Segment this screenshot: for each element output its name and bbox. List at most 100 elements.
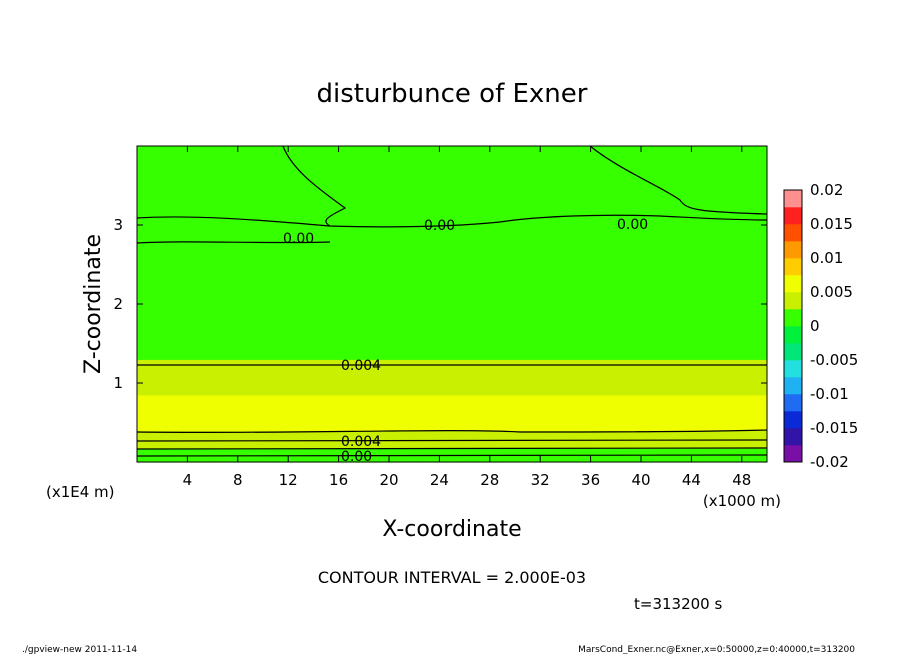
field-band (137, 396, 767, 400)
field-band (137, 223, 767, 226)
field-band (137, 225, 767, 228)
field-band (137, 250, 767, 254)
field-band (137, 408, 767, 412)
field-band (137, 240, 767, 244)
x-tick-label: 4 (183, 471, 193, 489)
field-band (137, 458, 767, 461)
field-band (137, 191, 767, 194)
colorbar-tick-label: -0.005 (810, 351, 858, 369)
field-band (137, 163, 767, 167)
field-band (137, 398, 767, 402)
field-band (137, 298, 767, 301)
contour-label: 0.004 (341, 434, 381, 450)
field-band (137, 173, 767, 177)
x-axis: 4 8 12 16 20 24 28 32 36 40 44 48 (183, 146, 751, 489)
colorbar-tick-label: 0.02 (810, 181, 843, 199)
field-band (137, 392, 767, 396)
field-band (137, 286, 767, 289)
field-band (137, 410, 767, 414)
field-band (137, 444, 767, 447)
field-band (137, 248, 767, 252)
field-band (137, 388, 767, 392)
field-band (137, 386, 767, 390)
colorbar-segment (784, 207, 802, 225)
x-tick-label: 16 (329, 471, 348, 489)
field-band (137, 323, 767, 327)
field-band (137, 381, 767, 384)
colorbar-tick-label: -0.02 (810, 453, 849, 471)
field-band (137, 207, 767, 210)
field-band (137, 266, 767, 270)
field-band (137, 377, 767, 380)
field-band (137, 345, 767, 349)
field-band (137, 335, 767, 339)
x-tick-label: 20 (379, 471, 398, 489)
field-band (137, 311, 767, 315)
field-band (137, 177, 767, 181)
field-band (137, 242, 767, 246)
field-band (137, 452, 767, 455)
field-band (137, 402, 767, 406)
field-band (137, 347, 767, 351)
field-band (137, 260, 767, 264)
field-band (137, 325, 767, 329)
field-band (137, 359, 767, 362)
field-band (137, 313, 767, 317)
colorbar-segment (784, 309, 802, 327)
field-band (137, 406, 767, 410)
field-band (137, 296, 767, 299)
field-band (137, 155, 767, 159)
field-band (137, 436, 767, 439)
field-band (137, 238, 767, 242)
field-band (137, 309, 767, 313)
colorbar-segment (784, 326, 802, 344)
field-band (137, 185, 767, 189)
field-band (137, 252, 767, 256)
field-band (137, 193, 767, 196)
field-band (137, 189, 767, 193)
field-band (137, 331, 767, 335)
y-tick-label: 1 (113, 374, 123, 392)
field-band (137, 400, 767, 404)
y-axis: 1 2 3 (113, 216, 767, 392)
field-band (137, 361, 767, 364)
field-band (137, 341, 767, 345)
field-band (137, 171, 767, 175)
contour-line-lower-b (136, 439, 768, 442)
contour-line-upper-right-loop (499, 214, 768, 223)
x-tick-label: 8 (233, 471, 243, 489)
field-band (137, 375, 767, 378)
x-tick-label: 40 (631, 471, 650, 489)
field-band (137, 460, 767, 463)
footer-left: ./gpview-new 2011-11-14 (22, 645, 137, 654)
field-band (137, 236, 767, 240)
field-band (137, 369, 767, 372)
contour-fill-bands (137, 146, 767, 463)
field-band (137, 371, 767, 374)
field-band (137, 290, 767, 293)
field-band (137, 384, 767, 388)
field-band (137, 146, 767, 149)
field-band (137, 434, 767, 437)
colorbar-segment (784, 343, 802, 361)
field-band (137, 355, 767, 358)
field-band (137, 268, 767, 272)
colorbar-tick-label: -0.01 (810, 385, 849, 403)
colorbar-tick-label: 0.01 (810, 249, 843, 267)
contour-line-plume-left (282, 145, 347, 227)
contour-line-plume-right (589, 145, 768, 215)
field-band (137, 201, 767, 204)
field-band (137, 351, 767, 354)
field-band (137, 181, 767, 185)
field-band (137, 274, 767, 277)
colorbar-segment (784, 428, 802, 446)
contour-label: 0.00 (617, 217, 648, 233)
field-band (137, 153, 767, 157)
field-band (137, 246, 767, 250)
field-band (137, 264, 767, 268)
colorbar-segment (784, 241, 802, 259)
field-band (137, 416, 767, 420)
field-band (137, 221, 767, 224)
colorbar-segment (784, 258, 802, 276)
x-axis-label: X-coordinate (382, 517, 521, 542)
